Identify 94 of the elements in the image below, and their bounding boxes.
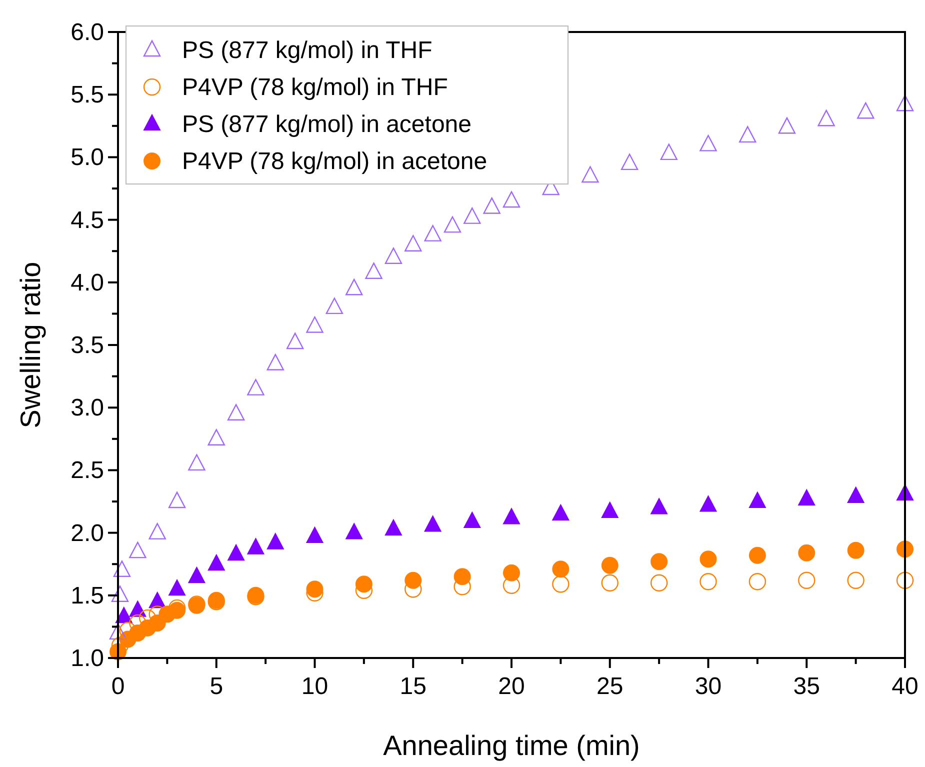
y-tick-label: 1.0 <box>70 645 104 672</box>
point <box>748 573 766 590</box>
point <box>346 278 363 296</box>
point <box>129 542 146 558</box>
x-axis-title: Annealing time (min) <box>383 730 640 761</box>
point <box>228 544 245 561</box>
point <box>601 556 618 574</box>
point <box>778 117 796 134</box>
point <box>601 574 618 592</box>
point <box>847 572 864 589</box>
point <box>404 235 422 252</box>
y-tick-label: 3.0 <box>70 394 104 422</box>
point <box>454 568 471 586</box>
point <box>798 544 816 562</box>
point <box>227 404 245 420</box>
point <box>286 332 304 350</box>
x-tick-label: 15 <box>400 673 426 700</box>
y-tick-label: 4.5 <box>70 206 104 234</box>
y-tick-label: 4.0 <box>70 269 104 296</box>
point <box>247 538 264 554</box>
point <box>247 379 264 396</box>
point <box>857 102 874 119</box>
point <box>847 542 864 559</box>
point <box>660 144 678 160</box>
point <box>650 574 668 592</box>
point <box>503 508 520 524</box>
y-tick-label: 2.0 <box>70 520 104 547</box>
point <box>896 572 914 589</box>
legend-label: P4VP (78 kg/mol) in acetone <box>182 148 488 175</box>
point <box>306 526 324 544</box>
point <box>502 191 520 208</box>
x-tick-label: 25 <box>596 673 624 700</box>
y-tick-label: 5.0 <box>70 144 104 172</box>
point <box>739 126 756 143</box>
point <box>113 560 131 577</box>
point <box>552 560 570 578</box>
y-axis-title: Swelling ratio <box>15 262 46 428</box>
point <box>168 579 186 596</box>
point <box>483 197 500 214</box>
x-tick-label: 30 <box>694 673 722 700</box>
point <box>266 354 284 370</box>
point <box>148 523 166 540</box>
point <box>552 576 570 593</box>
point <box>503 564 520 582</box>
point <box>464 207 481 224</box>
x-tick-label: 35 <box>793 673 820 700</box>
point <box>188 454 206 471</box>
x-tick-label: 0 <box>111 673 125 700</box>
point <box>700 550 717 568</box>
point <box>266 533 284 550</box>
x-tick-label: 40 <box>892 673 918 700</box>
point <box>326 298 344 314</box>
point <box>700 496 717 512</box>
point <box>582 166 599 183</box>
x-tick-label: 5 <box>210 673 224 700</box>
point <box>748 492 766 508</box>
point <box>798 572 816 589</box>
point <box>346 523 363 540</box>
y-tick-label: 1.5 <box>70 582 104 610</box>
point <box>798 489 816 506</box>
legend-label: P4VP (78 kg/mol) in THF <box>182 74 448 101</box>
point <box>601 502 618 518</box>
y-tick-label: 3.5 <box>70 332 104 359</box>
point <box>424 516 442 532</box>
point <box>424 225 442 242</box>
y-tick-label: 6.0 <box>70 19 104 46</box>
x-tick-label: 20 <box>498 673 525 700</box>
point <box>620 154 638 170</box>
point <box>552 504 570 521</box>
point <box>111 586 129 602</box>
point <box>818 110 835 126</box>
point <box>650 553 668 570</box>
point <box>700 134 717 152</box>
point <box>384 248 402 264</box>
point <box>109 623 127 640</box>
x-tick-label: 10 <box>301 673 328 700</box>
point <box>365 262 382 279</box>
y-tick-label: 5.5 <box>70 82 104 109</box>
point <box>208 429 225 446</box>
point <box>208 554 225 571</box>
point <box>306 316 324 333</box>
point <box>700 573 717 590</box>
legend-label: PS (877 kg/mol) in THF <box>182 37 432 64</box>
point <box>896 94 914 112</box>
y-tick-label: 2.5 <box>70 457 104 484</box>
point <box>847 486 864 503</box>
legend-label: PS (877 kg/mol) in acetone <box>182 111 472 138</box>
point <box>650 498 668 514</box>
point <box>384 519 402 536</box>
point <box>168 492 186 508</box>
point <box>748 546 766 564</box>
point <box>444 216 462 233</box>
point <box>188 566 206 584</box>
point <box>464 512 481 528</box>
